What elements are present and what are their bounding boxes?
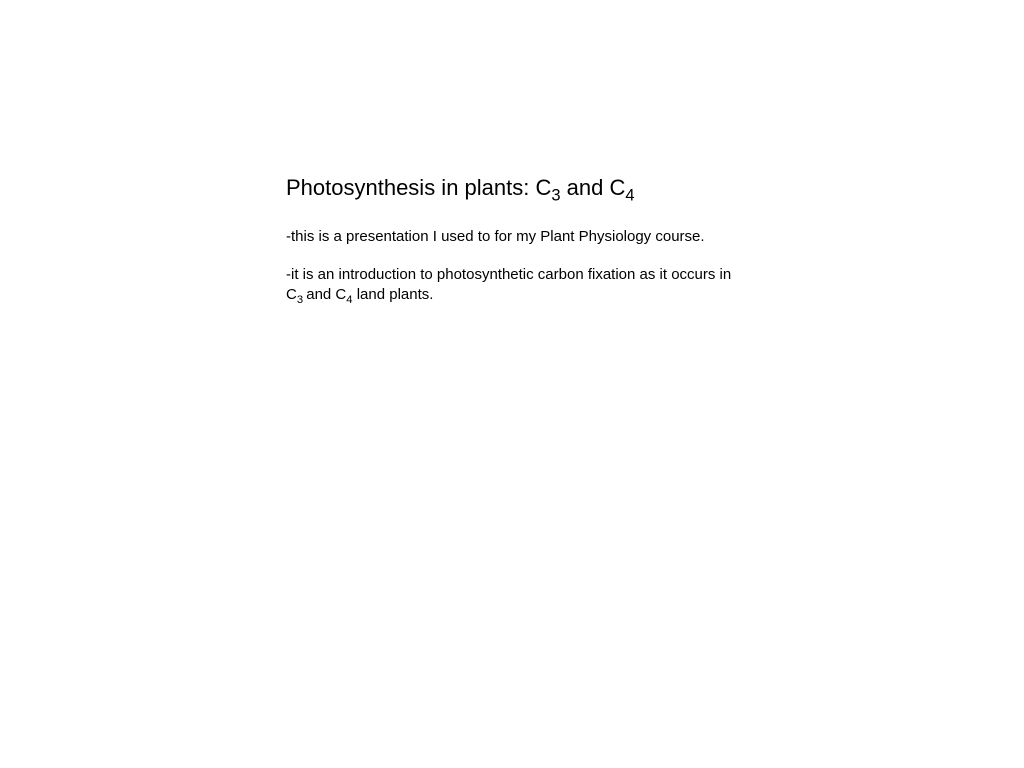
slide-title: Photosynthesis in plants: C3 and C4: [286, 174, 746, 203]
title-subscript-1: 3: [551, 186, 560, 204]
title-text-mid: and C: [561, 175, 626, 200]
para2-mid: and C: [306, 286, 346, 303]
title-text-prefix: Photosynthesis in plants: C: [286, 175, 551, 200]
paragraph-2: -it is an introduction to photosynthetic…: [286, 265, 746, 306]
title-subscript-2: 4: [625, 186, 634, 204]
para2-suffix: land plants.: [353, 286, 434, 303]
slide-content: Photosynthesis in plants: C3 and C4 -thi…: [286, 174, 746, 323]
paragraph-1: -this is a presentation I used to for my…: [286, 227, 746, 247]
para2-subscript-1: 3: [297, 294, 306, 306]
